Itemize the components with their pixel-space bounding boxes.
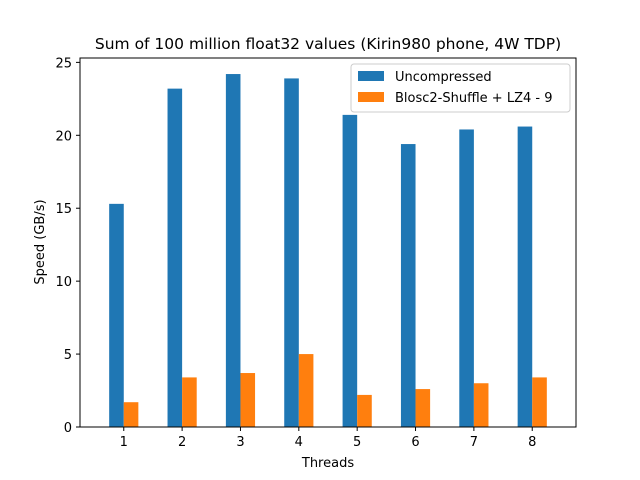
bar-uncompressed-8 [517, 126, 533, 427]
y-axis-ticks: 0 5 10 15 20 25 [55, 56, 80, 436]
x-axis-label: Threads [301, 456, 354, 471]
bar-uncompressed-7 [459, 129, 474, 427]
y-axis-label: Speed (GB/s) [33, 199, 48, 284]
chart-title: Sum of 100 million float32 values (Kirin… [95, 35, 561, 53]
x-tick-label: 7 [470, 435, 478, 450]
x-tick-label: 8 [528, 435, 536, 450]
y-tick-label: 0 [64, 421, 72, 436]
legend: Uncompressed Blosc2-Shuffle + LZ4 - 9 [350, 63, 571, 113]
bar-uncompressed-2 [167, 88, 183, 428]
bars-group [109, 74, 547, 428]
bar-blosc2-8 [532, 377, 547, 427]
legend-swatch-uncompressed [358, 71, 384, 81]
bar-uncompressed-5 [342, 114, 358, 428]
bar-uncompressed-6 [400, 144, 416, 427]
x-tick-label: 1 [120, 435, 128, 450]
plot-frame [79, 57, 577, 428]
y-tick-label: 5 [64, 348, 72, 363]
y-tick-label: 15 [55, 202, 72, 217]
legend-label-blosc2: Blosc2-Shuffle + LZ4 - 9 [395, 91, 552, 106]
bar-uncompressed-3 [225, 74, 241, 427]
x-tick-label: 6 [411, 435, 419, 450]
x-tick-label: 3 [236, 435, 244, 450]
x-tick-label: 2 [178, 435, 186, 450]
x-tick-label: 5 [353, 435, 361, 450]
bar-blosc2-1 [123, 402, 139, 427]
x-axis-ticks: 1 2 3 4 5 6 7 8 [120, 427, 536, 450]
y-tick-label: 20 [55, 129, 72, 144]
bar-blosc2-2 [182, 377, 197, 427]
bar-blosc2-3 [240, 373, 256, 427]
y-tick-label: 10 [55, 275, 72, 290]
bar-blosc2-5 [357, 394, 372, 427]
legend-label-uncompressed: Uncompressed [395, 70, 492, 85]
legend-swatch-blosc2 [358, 92, 384, 102]
y-tick-label: 25 [55, 56, 72, 71]
bar-uncompressed-1 [109, 203, 124, 427]
legend-box [350, 63, 571, 113]
bar-uncompressed-4 [284, 78, 299, 427]
bar-blosc2-7 [473, 383, 489, 427]
bar-blosc2-6 [415, 389, 431, 427]
x-tick-label: 4 [295, 435, 303, 450]
bar-blosc2-4 [298, 354, 314, 427]
